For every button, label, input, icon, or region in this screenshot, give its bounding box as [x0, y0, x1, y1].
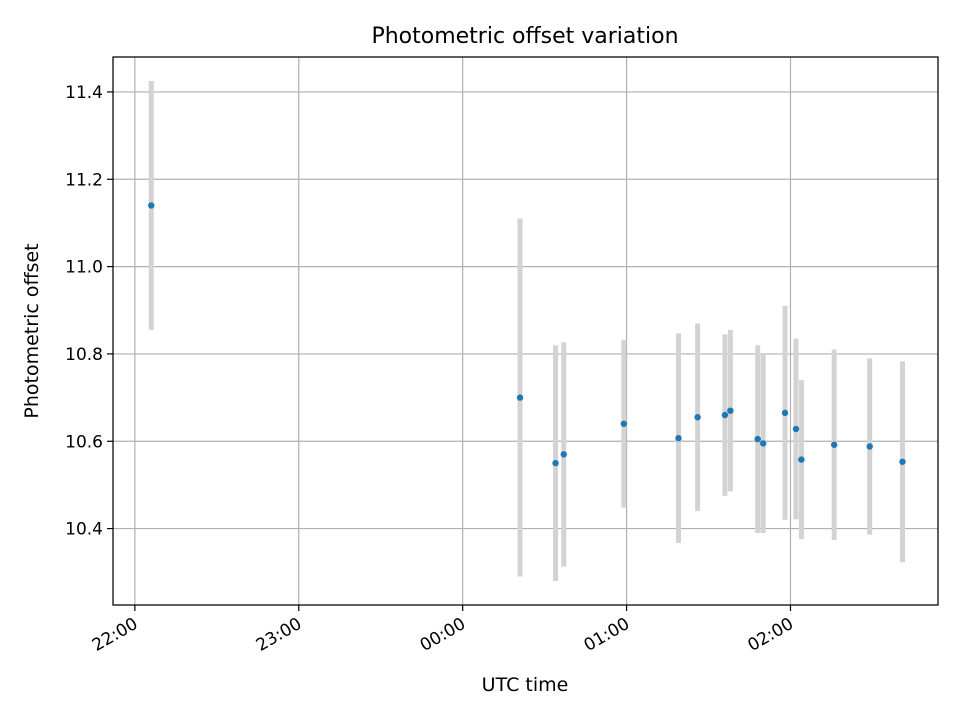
x-axis-label: UTC time [482, 674, 569, 696]
y-tick-label: 10.4 [65, 520, 103, 540]
data-point [830, 441, 838, 448]
data-point [552, 459, 559, 467]
y-tick-label: 11.2 [65, 170, 103, 190]
point-layer [148, 202, 906, 467]
y-tick-label: 11.0 [65, 258, 103, 278]
data-point [866, 443, 873, 450]
y-tick-label: 10.8 [65, 345, 103, 365]
y-axis-label: Photometric offset [21, 243, 43, 418]
data-point [675, 434, 682, 442]
y-tick-label: 10.6 [65, 432, 103, 452]
data-point [620, 420, 628, 427]
plot-area [113, 57, 938, 605]
data-point [727, 407, 734, 414]
data-point [754, 435, 761, 443]
data-point [721, 411, 729, 419]
data-point [759, 440, 767, 447]
plot-frame [112, 56, 939, 606]
data-point [694, 414, 701, 421]
chart-title: Photometric offset variation [371, 24, 678, 49]
data-point [792, 425, 800, 433]
data-point [516, 394, 524, 401]
data-point [798, 456, 805, 463]
data-point [560, 451, 567, 458]
data-point [148, 202, 155, 209]
data-point [781, 409, 789, 417]
y-tick-label: 11.4 [65, 83, 103, 103]
grid-layer [113, 57, 938, 605]
data-point [899, 458, 906, 465]
